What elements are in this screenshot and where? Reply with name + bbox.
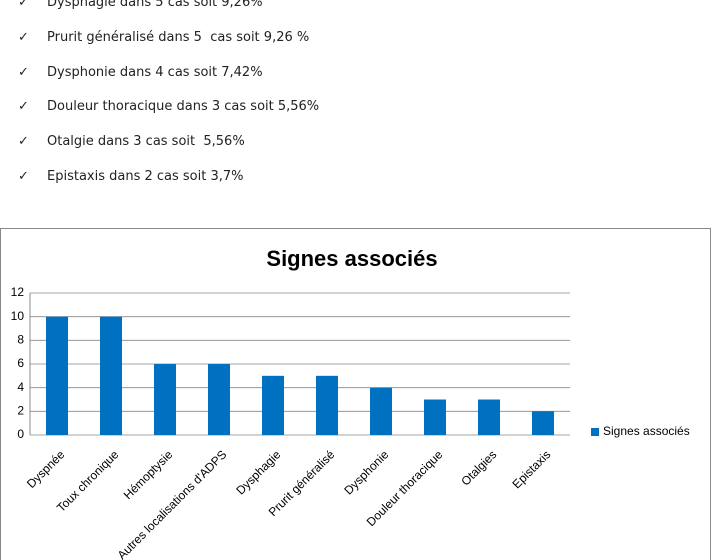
legend-swatch bbox=[591, 428, 599, 436]
y-tick-label: 2 bbox=[17, 404, 24, 418]
y-tick-label: 0 bbox=[17, 427, 24, 441]
check-icon: ✓ bbox=[18, 64, 29, 80]
y-tick-label: 10 bbox=[11, 309, 25, 323]
bar bbox=[424, 399, 446, 435]
bar bbox=[370, 387, 392, 435]
chart-title: Signes associés bbox=[266, 246, 437, 271]
bullet-item: ✓ Dysphonie dans 4 cas soit 7,42% bbox=[18, 65, 263, 80]
bar bbox=[316, 375, 338, 435]
bullet-item: ✓ Dysphagie dans 5 cas soit 9,26% bbox=[18, 0, 263, 10]
bullet-text: Dysphagie dans 5 cas soit 9,26% bbox=[47, 0, 263, 10]
bullet-text: Dysphonie dans 4 cas soit 7,42% bbox=[47, 64, 263, 80]
bar bbox=[208, 364, 230, 435]
bullet-item: ✓ Otalgie dans 3 cas soit 5,56% bbox=[18, 134, 245, 149]
y-tick-label: 12 bbox=[11, 285, 25, 299]
bullet-item: ✓ Douleur thoracique dans 3 cas soit 5,56… bbox=[18, 99, 319, 114]
check-icon: ✓ bbox=[18, 134, 29, 150]
check-icon: ✓ bbox=[18, 0, 29, 10]
bullet-item: ✓ Prurit généralisé dans 5 cas soit 9,26 … bbox=[18, 30, 309, 45]
bar bbox=[46, 316, 68, 435]
legend-label: Signes associés bbox=[603, 424, 690, 438]
y-tick-label: 4 bbox=[17, 380, 24, 394]
bar bbox=[532, 411, 554, 435]
bar bbox=[154, 364, 176, 435]
y-tick-label: 6 bbox=[17, 356, 24, 370]
bullet-text: Otalgie dans 3 cas soit 5,56% bbox=[47, 134, 245, 150]
y-tick-label: 8 bbox=[17, 333, 24, 347]
check-icon: ✓ bbox=[18, 29, 29, 45]
bullet-text: Douleur thoracique dans 3 cas soit 5,56% bbox=[47, 99, 320, 115]
check-icon: ✓ bbox=[18, 99, 29, 115]
bullet-text: Epistaxis dans 2 cas soit 3,7% bbox=[47, 169, 244, 184]
bar bbox=[262, 375, 284, 435]
bullet-text: Prurit généralisé dans 5 cas soit 9,26 % bbox=[47, 29, 310, 45]
bar bbox=[478, 399, 500, 435]
bar bbox=[100, 316, 122, 435]
check-icon: ✓ bbox=[18, 169, 29, 184]
bullet-item: ✓ Epistaxis dans 2 cas soit 3,7% bbox=[18, 169, 244, 184]
